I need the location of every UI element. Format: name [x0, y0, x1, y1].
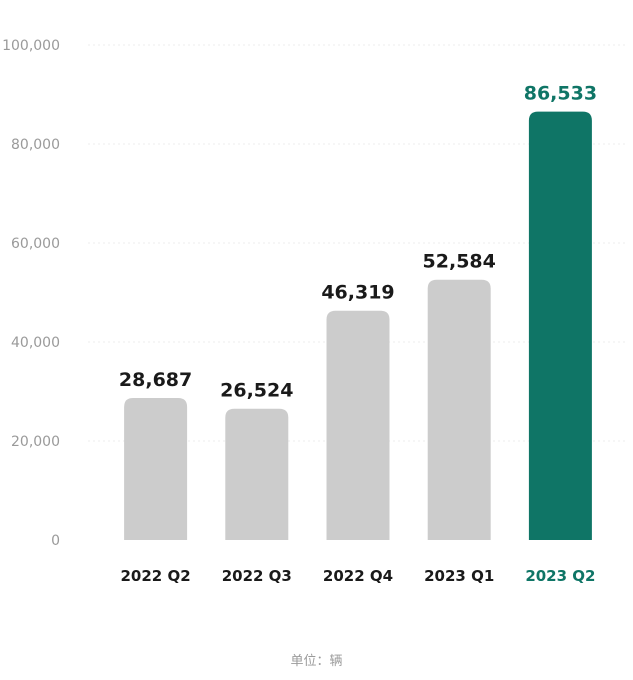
bars	[124, 111, 592, 540]
y-tick-label: 40,000	[11, 335, 60, 351]
bar-2023-q1	[427, 279, 491, 540]
x-tick-label: 2022 Q3	[222, 567, 292, 585]
value-label: 52,584	[423, 251, 496, 273]
value-label: 46,319	[321, 282, 394, 304]
value-labels: 28,687 26,524 46,319 52,584 86,533	[119, 83, 597, 402]
x-tick-label: 2022 Q4	[323, 567, 393, 585]
y-tick-label: 80,000	[11, 137, 60, 153]
y-tick-label: 60,000	[11, 236, 60, 252]
value-label: 26,524	[220, 380, 293, 402]
y-tick-label: 20,000	[11, 434, 60, 450]
bar-2022-q4	[326, 310, 390, 540]
y-tick-label: 100,000	[2, 38, 60, 54]
value-label: 86,533	[524, 83, 597, 105]
x-axis: 2022 Q2 2022 Q3 2022 Q4 2023 Q1 2023 Q2	[121, 567, 596, 585]
y-tick-label: 0	[51, 533, 60, 549]
value-label: 28,687	[119, 369, 192, 391]
x-tick-label: 2022 Q2	[121, 567, 191, 585]
y-axis: 0 20,000 40,000 60,000 80,000 100,000	[2, 38, 60, 549]
x-tick-label: 2023 Q2	[525, 567, 595, 585]
x-tick-label: 2023 Q1	[424, 567, 494, 585]
bar-2022-q2	[124, 397, 188, 540]
unit-note: 单位：辆	[290, 654, 343, 669]
bar-2022-q3	[225, 408, 289, 540]
bar-2023-q2	[528, 111, 592, 540]
